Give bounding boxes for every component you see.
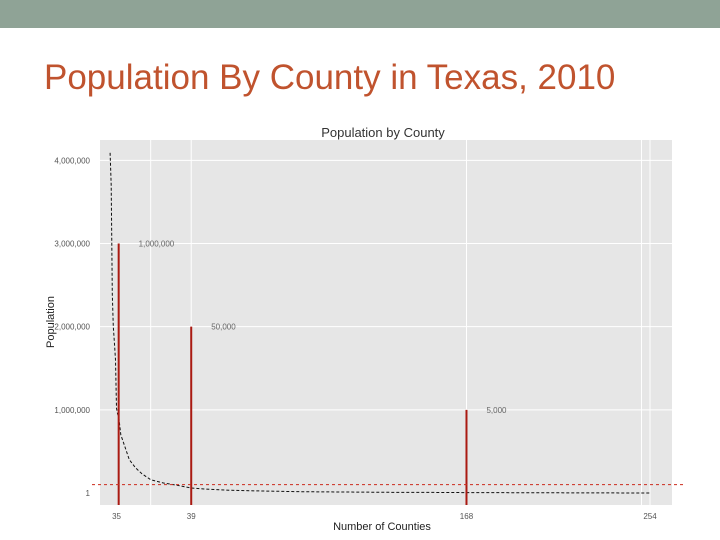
marker-label: 5,000 — [486, 406, 507, 415]
y-axis-title: Population — [45, 296, 57, 348]
x-tick-labels: 3 5 39 168 254 — [112, 512, 657, 521]
x-tick-label: 39 — [187, 512, 196, 521]
y-tick-label: 1,000,000 — [54, 406, 90, 415]
y-tick-label: 4,000,000 — [54, 156, 90, 165]
y-tick-label: 3,000,000 — [54, 239, 90, 248]
y-tick-label: 2,000,000 — [54, 323, 90, 332]
x-tick-label: 3 — [112, 512, 117, 521]
x-tick-label: 254 — [643, 512, 657, 521]
slide-title: Population By County in Texas, 2010 — [44, 58, 616, 97]
y-tick-labels: 1 1,000,000 2,000,000 3,000,000 4,000,000 — [54, 156, 90, 498]
x-tick-label: 5 — [116, 512, 121, 521]
chart-title: Population by County — [321, 125, 445, 140]
population-series-line — [109, 152, 651, 494]
marker-label: 50,000 — [211, 323, 236, 332]
x-tick-label: 168 — [460, 512, 474, 521]
x-axis-title: Number of Counties — [333, 521, 431, 533]
plot-panel — [100, 140, 672, 505]
marker-label: 1,000,000 — [139, 239, 175, 248]
marker-layer: 1,000,000 50,000 5,000 — [117, 239, 507, 505]
y-tick-label: 1 — [86, 489, 91, 498]
top-bar — [0, 0, 720, 28]
series-layer — [109, 152, 651, 494]
